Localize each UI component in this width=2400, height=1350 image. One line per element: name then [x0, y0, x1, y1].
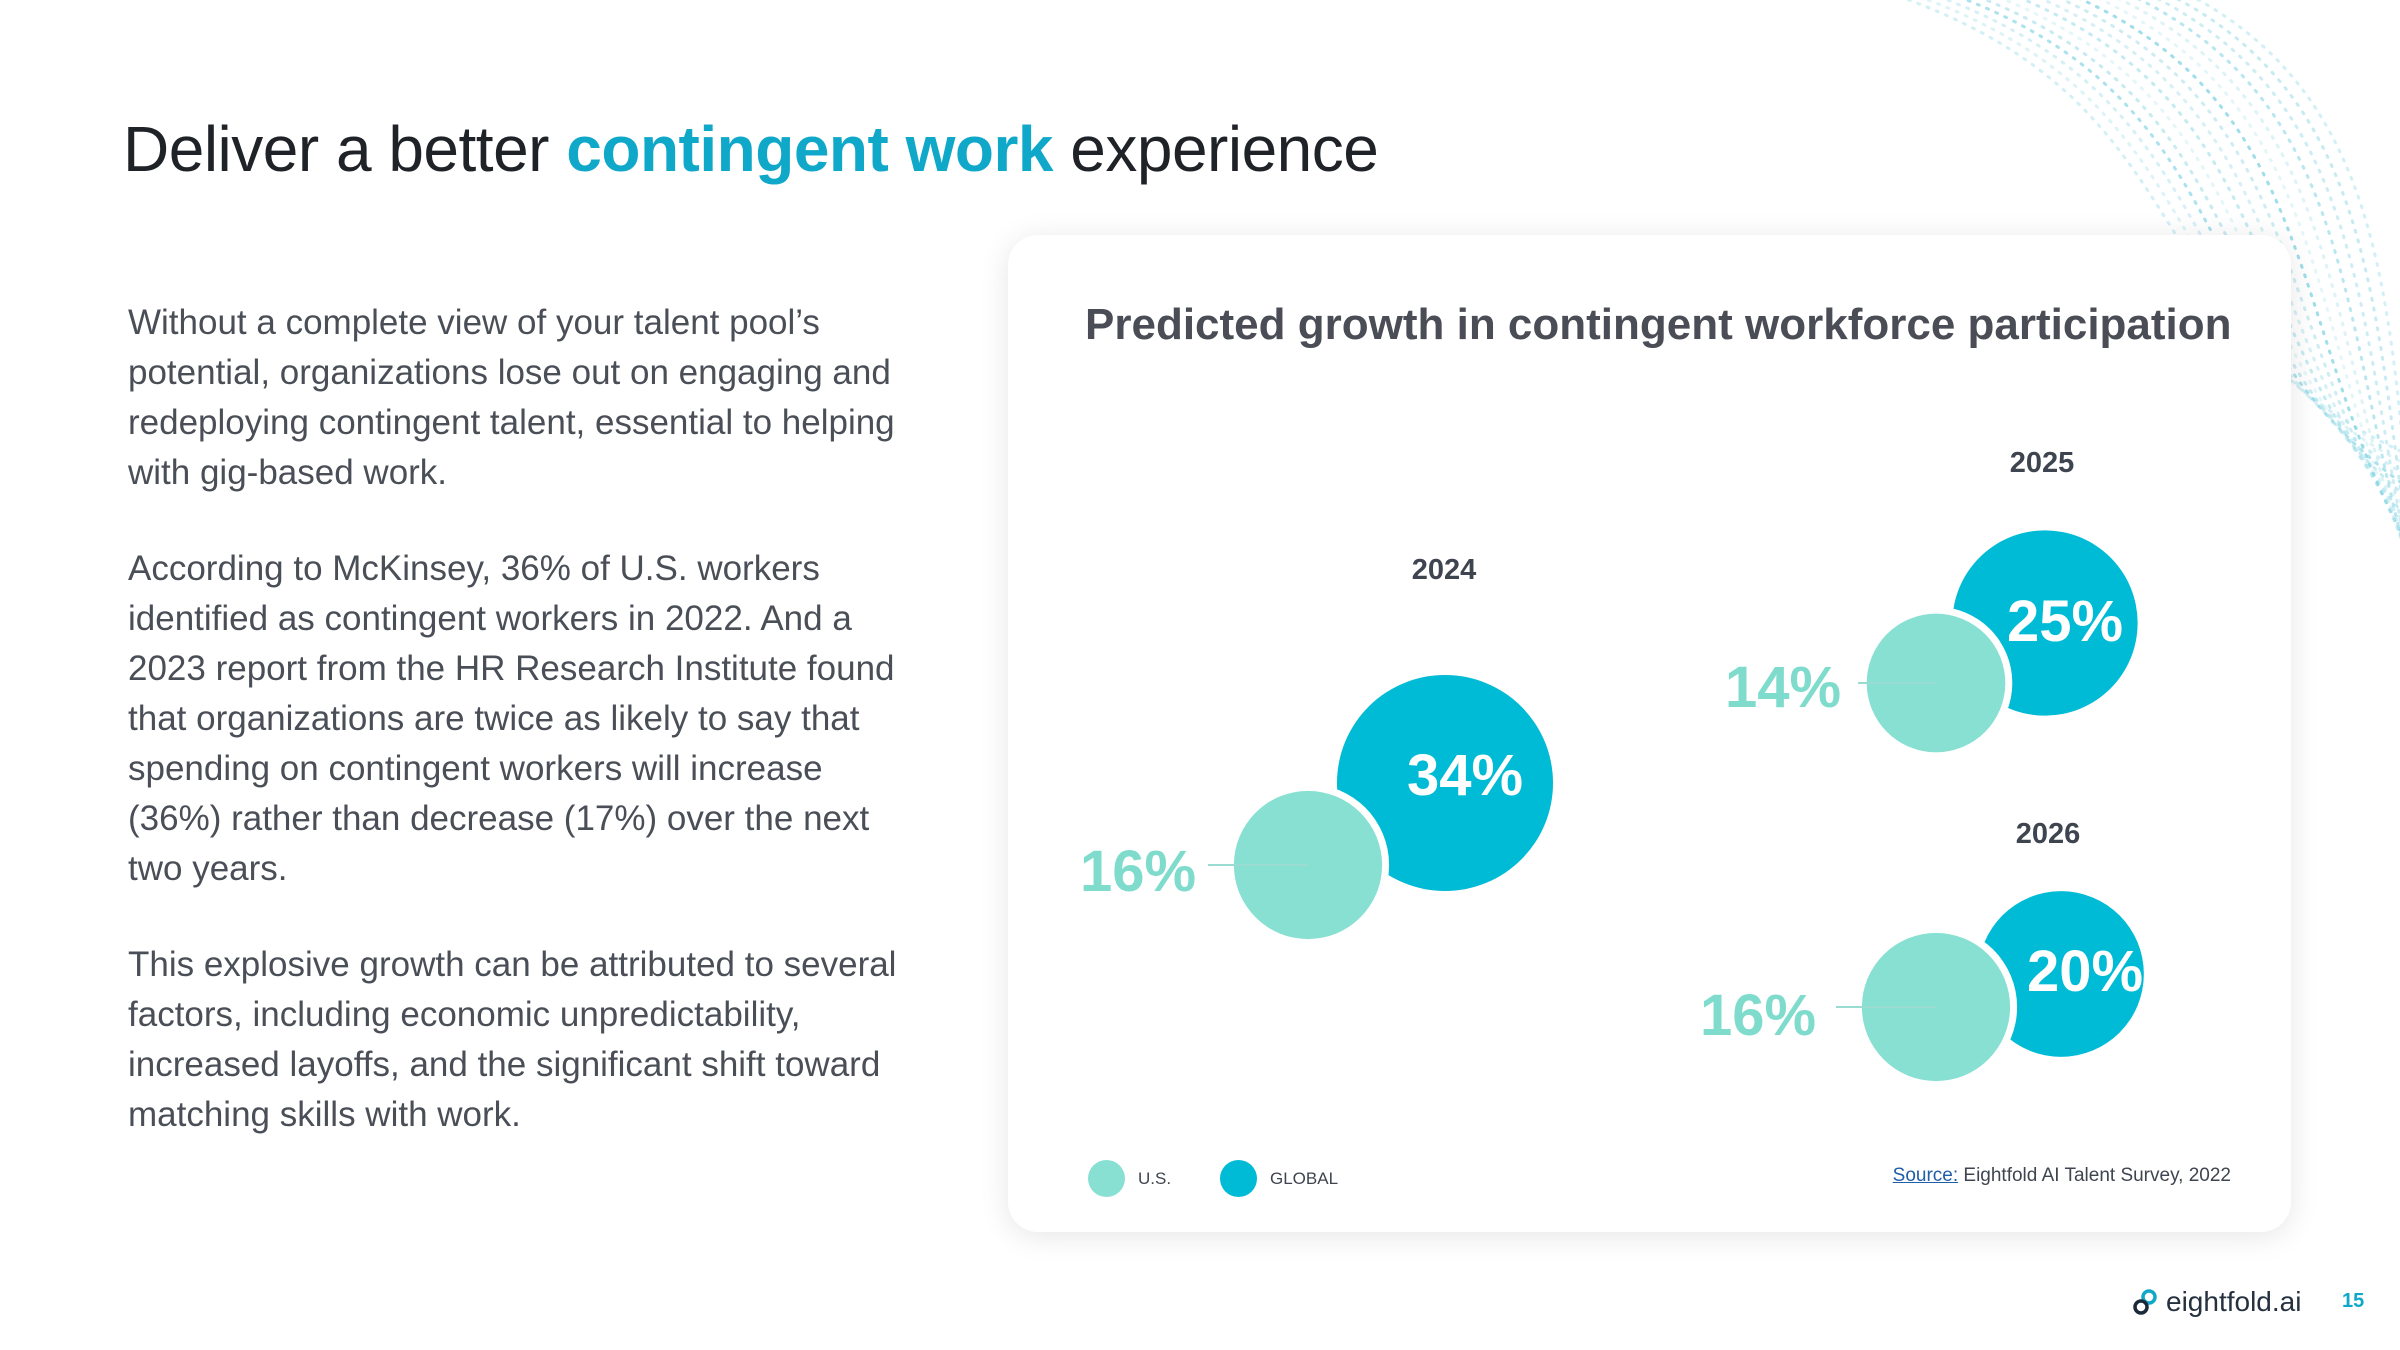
wave-line: [2059, 0, 2400, 528]
year-label-2026: 2026: [2016, 818, 2081, 850]
source-note: Source: Eightfold AI Talent Survey, 2022: [1893, 1165, 2231, 1187]
wave-line: [2156, 0, 2400, 527]
global-value-label-2026: 20%: [2027, 939, 2143, 1004]
year-label-2025: 2025: [2010, 447, 2075, 479]
wave-line: [2001, 0, 2400, 504]
wave-line: [2040, 0, 2400, 521]
legend-label-us: U.S.: [1138, 1168, 1172, 1188]
legend-item-us: U.S.: [1088, 1160, 1171, 1197]
legend-label-global: GLOBAL: [1270, 1168, 1339, 1188]
wave-line: [1981, 0, 2400, 494]
global-value-label-2025: 25%: [2007, 589, 2123, 654]
legend-item-global: GLOBAL: [1220, 1160, 1338, 1197]
global-value-label-2024: 34%: [1407, 743, 1523, 808]
bubble-chart: 2024 34% 16% 2025 25% 14% 2026 20% 16%: [1080, 447, 2144, 1089]
page-number: 15: [2342, 1290, 2365, 1312]
title-accent: contingent work: [566, 113, 1053, 185]
legend-dot-global: [1220, 1160, 1257, 1197]
decorative-wave-lines: [1904, 0, 2400, 541]
paragraph-1: Without a complete view of your talent p…: [128, 303, 895, 492]
decorative-wave-pattern: [1904, 0, 2400, 541]
wave-line: [2020, 0, 2400, 513]
wave-line: [1923, 0, 2400, 463]
year-label-2024: 2024: [1412, 554, 1477, 586]
brand-name: eightfold.ai: [2166, 1286, 2302, 1317]
title-prefix: Deliver a better: [123, 113, 567, 185]
us-value-label-2024: 16%: [1080, 839, 1196, 904]
wave-line: [1962, 0, 2400, 484]
title-suffix: experience: [1052, 113, 1379, 185]
wave-line: [2098, 0, 2400, 539]
source-link[interactable]: Source:: [1892, 1165, 1959, 1186]
eightfold-logo: eightfold.ai: [2130, 1286, 2301, 1318]
source-text: Eightfold AI Talent Survey, 2022: [1958, 1165, 2231, 1186]
us-value-label-2026: 16%: [1700, 983, 1816, 1048]
chart-title: Predicted growth in contingent workforce…: [1085, 300, 2232, 349]
paragraph-3: This explosive growth can be attributed …: [128, 945, 897, 1134]
wave-line: [2078, 0, 2400, 535]
wave-line: [2176, 0, 2400, 498]
paragraph-2: According to McKinsey, 36% of U.S. worke…: [128, 549, 895, 888]
bubble-us-2026: [1861, 932, 2011, 1082]
page-title: Deliver a better contingent work experie…: [123, 112, 1379, 186]
legend-dot-us: [1088, 1160, 1125, 1197]
eightfold-logo-icon: [2133, 1289, 2157, 1315]
chart-card: Predicted growth in contingent workforce…: [1008, 235, 2291, 1232]
us-value-label-2025: 14%: [1725, 655, 1841, 720]
bubble-global-2026: [1978, 891, 2144, 1057]
body-text: Without a complete view of your talent p…: [128, 298, 918, 1186]
bubble-global-2024: [1336, 674, 1554, 892]
